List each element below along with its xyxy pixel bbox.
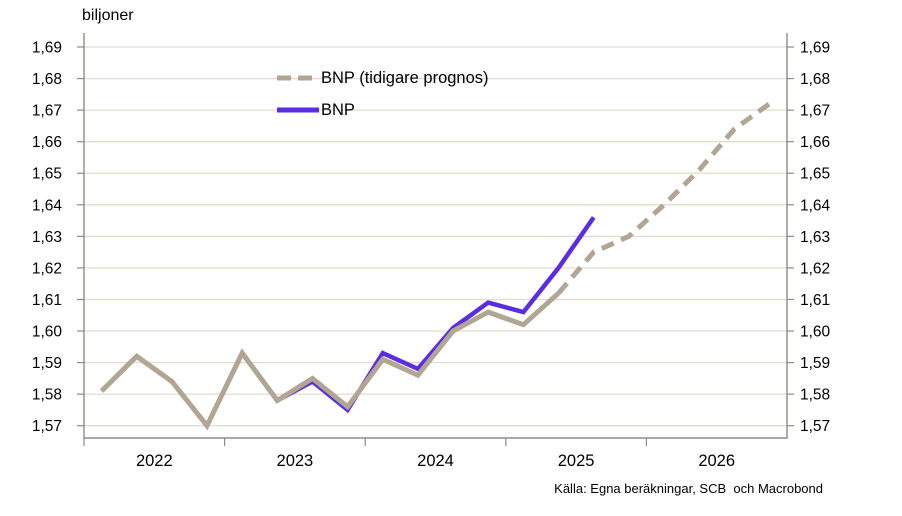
axis-frame: [83, 33, 788, 439]
y-axis-label-right: 1,69: [800, 40, 830, 57]
legend-item-bnp: BNP: [276, 94, 489, 126]
y-axis-label-right: 1,66: [800, 134, 830, 151]
y-axis-label-right: 1,58: [800, 387, 830, 404]
legend-label-bnp: BNP: [321, 100, 355, 119]
x-axis-year-label: 2022: [136, 452, 173, 470]
y-axis-label-right: 1,67: [800, 103, 830, 120]
y-axis-label-left: 1,57: [32, 418, 62, 435]
y-axis-label-left: 1,58: [32, 387, 62, 404]
chart-legend: BNP (tidigare prognos) BNP: [276, 62, 489, 126]
x-axis-year-label: 2025: [558, 452, 595, 470]
y-axis-label-right: 1,60: [800, 324, 831, 341]
legend-item-forecast: BNP (tidigare prognos): [276, 62, 489, 94]
y-axis-label-left: 1,62: [32, 260, 62, 277]
y-axis-label-left: 1,67: [32, 103, 62, 120]
y-axis-label-left: 1,68: [32, 71, 62, 88]
x-axis-year-label: 2026: [698, 452, 735, 470]
y-axis-label-left: 1,61: [32, 292, 62, 309]
y-axis-label-right: 1,59: [800, 355, 830, 372]
y-axis-label-left: 1,60: [32, 324, 63, 341]
legend-label-forecast: BNP (tidigare prognos): [321, 68, 489, 87]
y-axis-label-left: 1,69: [32, 40, 62, 57]
y-axis-label-right: 1,68: [800, 71, 830, 88]
y-axis-label-right: 1,65: [800, 166, 830, 183]
chart-title: biljoner: [82, 7, 134, 24]
forecast-line-solid: [99, 291, 561, 431]
y-axis-label-left: 1,59: [32, 355, 62, 372]
y-axis-label-right: 1,61: [800, 292, 830, 309]
forecast-line-dashed: [556, 101, 771, 295]
x-axis-year-label: 2024: [417, 452, 454, 470]
y-axis-label-right: 1,64: [800, 197, 831, 214]
y-axis-label-right: 1,62: [800, 260, 830, 277]
dashed-line-icon: [277, 75, 319, 81]
y-axis-label-left: 1,66: [32, 134, 62, 151]
y-axis-label-right: 1,63: [800, 229, 830, 246]
source-note: Källa: Egna beräkningar, SCB och Macrobo…: [554, 481, 823, 496]
y-axis-label-right: 1,57: [800, 418, 830, 435]
y-axis-label-left: 1,63: [32, 229, 62, 246]
x-axis-year-label: 2023: [277, 452, 314, 470]
y-axis-label-left: 1,64: [32, 197, 63, 214]
y-axis-label-left: 1,65: [32, 166, 62, 183]
solid-line-icon: [277, 107, 319, 113]
